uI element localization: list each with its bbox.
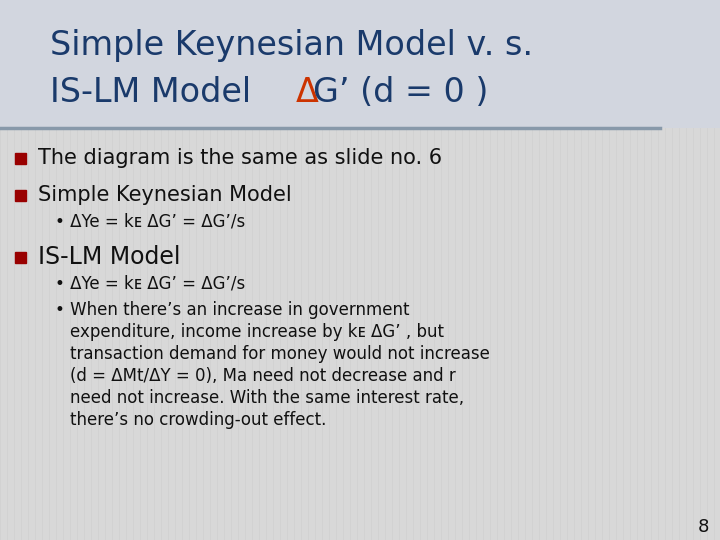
Text: • ΔYe = kᴇ ΔG’ = ΔG’/s: • ΔYe = kᴇ ΔG’ = ΔG’/s (55, 213, 246, 231)
Text: transaction demand for money would not increase: transaction demand for money would not i… (70, 345, 490, 363)
Text: The diagram is the same as slide no. 6: The diagram is the same as slide no. 6 (38, 148, 442, 168)
Text: • When there’s an increase in government: • When there’s an increase in government (55, 301, 410, 319)
Text: Simple Keynesian Model v. s.: Simple Keynesian Model v. s. (50, 29, 533, 62)
Text: there’s no crowding-out effect.: there’s no crowding-out effect. (70, 411, 326, 429)
Text: 8: 8 (697, 518, 708, 536)
Text: (d = ΔMt/ΔY = 0), Ma need not decrease and r: (d = ΔMt/ΔY = 0), Ma need not decrease a… (70, 367, 456, 385)
Text: IS-LM Model: IS-LM Model (50, 76, 262, 109)
Text: expenditure, income increase by kᴇ ΔG’ , but: expenditure, income increase by kᴇ ΔG’ ,… (70, 323, 444, 341)
Bar (15, 252, 26, 262)
Text: need not increase. With the same interest rate,: need not increase. With the same interes… (70, 389, 464, 407)
Text: Simple Keynesian Model: Simple Keynesian Model (38, 185, 292, 205)
Bar (0, 0, 720, 128)
Text: • ΔYe = kᴇ ΔG’ = ΔG’/s: • ΔYe = kᴇ ΔG’ = ΔG’/s (55, 275, 246, 293)
Bar (15, 190, 26, 200)
Text: Δ: Δ (296, 76, 319, 109)
Bar (15, 152, 26, 164)
Text: IS-LM Model: IS-LM Model (38, 245, 181, 269)
Text: G’ (d = 0 ): G’ (d = 0 ) (313, 76, 488, 109)
